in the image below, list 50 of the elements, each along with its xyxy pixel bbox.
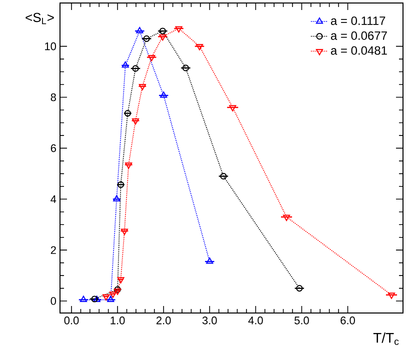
x-tick-label: 0.0 (64, 316, 79, 324)
point (125, 162, 132, 169)
point (159, 34, 166, 41)
x-tick-label: 4.0 (248, 316, 263, 324)
point (175, 26, 182, 32)
point (143, 35, 150, 42)
point (159, 28, 166, 34)
point (117, 181, 124, 188)
point (388, 292, 396, 299)
point (132, 65, 139, 72)
point (114, 288, 122, 295)
legend-label: a = 0.0481 (330, 46, 387, 55)
x-tick-label: 1.0 (110, 316, 125, 324)
x-tick-label: 3.0 (202, 316, 217, 324)
point (124, 110, 131, 117)
y-tick-label: 0 (50, 297, 56, 305)
point (138, 84, 146, 90)
point (93, 296, 100, 302)
point (160, 91, 168, 98)
point (109, 292, 116, 298)
point (282, 214, 290, 221)
y-tick-label: 2 (50, 246, 56, 254)
y-tick-label: 4 (50, 195, 56, 203)
point (229, 105, 236, 112)
point (91, 296, 98, 302)
point (206, 258, 214, 264)
point (220, 172, 227, 180)
x-axis-title: T/T$_{c}$ (373, 332, 399, 345)
y-tick-label: 8 (50, 93, 56, 102)
point (148, 55, 156, 62)
point (120, 228, 128, 235)
point (132, 118, 140, 125)
point (117, 277, 124, 284)
y-tick-label: 10 (45, 42, 56, 50)
x-tick-label: 5.0 (294, 316, 309, 324)
point (122, 61, 129, 68)
legend-label: a = 0.0677 (330, 31, 387, 40)
point (113, 195, 120, 202)
point (107, 296, 114, 302)
point (114, 286, 121, 293)
x-tick-label: 2.0 (156, 316, 171, 324)
legend-label: a = 0.1117 (330, 16, 386, 25)
point (80, 296, 88, 302)
point (296, 284, 303, 292)
point (196, 44, 204, 50)
point (182, 64, 189, 72)
y-axis-title: <S$_{L}$> (26, 12, 54, 24)
x-tick-label: 6.0 (340, 316, 355, 324)
y-tick-label: 6 (50, 144, 56, 152)
point (136, 27, 144, 34)
